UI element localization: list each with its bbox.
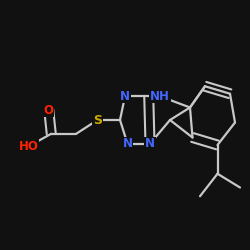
Text: N: N: [120, 90, 130, 103]
Text: NH: NH: [150, 90, 170, 103]
Text: O: O: [44, 104, 54, 117]
Text: S: S: [93, 114, 102, 126]
Text: N: N: [145, 137, 155, 150]
Text: N: N: [122, 137, 132, 150]
Text: HO: HO: [19, 140, 39, 153]
